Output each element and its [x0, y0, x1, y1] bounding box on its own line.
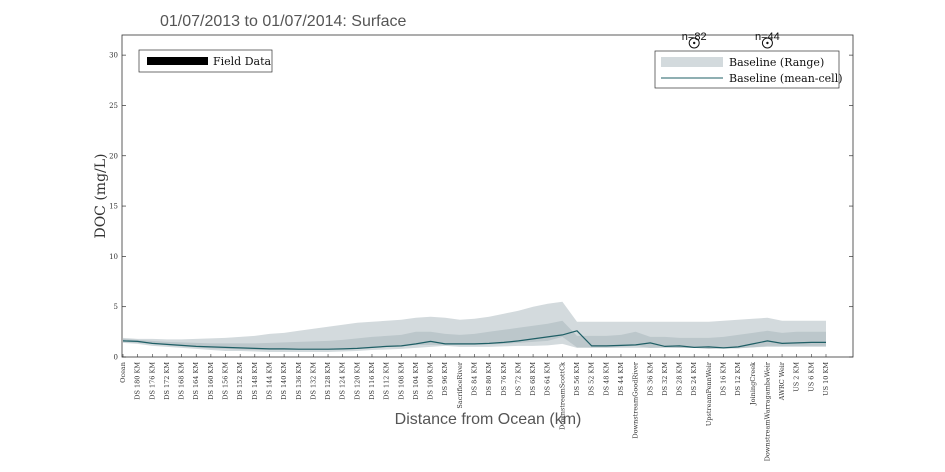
x-tick-label: DS 80 KM	[485, 362, 493, 396]
annotation-marker	[761, 37, 773, 49]
plot-area: 0 5 10 15 20 25 30 Ocean DS 180 KM DS 176 KM DS 1…	[109, 31, 854, 461]
x-tick-label: US 2 KM	[793, 362, 801, 392]
x-tick-label: DS 64 KM	[544, 362, 552, 396]
x-tick-label: DS 44 KM	[617, 362, 625, 396]
annotation-marker-dot	[766, 41, 769, 45]
x-tick-label: DS 160 KM	[207, 362, 215, 400]
chart-title: 01/07/2013 to 01/07/2014: Surface	[160, 13, 407, 30]
x-tick-label: DS 104 KM	[412, 362, 420, 400]
x-tick-label: DS 144 KM	[266, 362, 274, 400]
x-tick-label: Ocean	[119, 362, 127, 383]
x-tick-label: DS 48 KM	[602, 362, 610, 396]
y-axis-label: DOC (mg/L)	[93, 153, 109, 238]
y-tick-label: 20	[109, 152, 118, 160]
legend-field-swatch	[147, 57, 208, 65]
annotation-marker	[688, 37, 700, 49]
y-tick-label: 10	[109, 253, 118, 261]
x-tick-label: UpstreamPennWeir	[705, 361, 713, 426]
x-tick-label: DS 120 KM	[353, 362, 361, 400]
x-tick-label: DS 16 KM	[720, 362, 728, 396]
x-tick-label: DS 84 KM	[471, 362, 479, 396]
legend-range-label: Baseline (Range)	[729, 56, 824, 69]
x-tick-label: DS 28 KM	[676, 362, 684, 396]
legend-baseline[interactable]: Baseline (Range) Baseline (mean-cell)	[654, 50, 843, 89]
x-tick-label: SacrificeRiver	[456, 361, 464, 408]
x-tick-label: DS 152 KM	[236, 362, 244, 400]
x-tick-label: US 10 KM	[822, 362, 830, 396]
x-tick-label: DS 24 KM	[690, 362, 698, 396]
x-tick-label: DS 148 KM	[251, 362, 259, 400]
plot-frame	[121, 34, 854, 358]
x-tick-label: DS 36 KM	[646, 362, 654, 396]
y-tick-label: 15	[109, 203, 118, 211]
annotation-label: n=82	[682, 31, 707, 43]
x-axis: Ocean DS 180 KM DS 176 KM DS 172 KM DS 168 K…	[119, 354, 830, 461]
annotation-marker-dot	[692, 41, 696, 45]
x-tick-label: DS 172 KM	[163, 362, 171, 400]
x-tick-label: DS 176 KM	[148, 362, 156, 400]
x-tick-label: DS 132 KM	[309, 362, 317, 400]
x-tick-label: DownstreamWarragambaWeir	[763, 361, 771, 461]
x-tick-label: DS 136 KM	[295, 362, 303, 400]
x-tick-label: DS 68 KM	[529, 362, 537, 396]
x-tick-label: DS 180 KM	[134, 362, 142, 400]
legend-mean-label: Baseline (mean-cell)	[729, 72, 843, 85]
y-axis: 0 5 10 15 20 25 30	[109, 52, 853, 362]
x-axis-label: Distance from Ocean (km)	[395, 411, 582, 428]
x-tick-label: DS 112 KM	[383, 362, 391, 400]
x-tick-label: DownstreamGoodRiver	[632, 361, 640, 438]
x-tick-label: DS 116 KM	[368, 362, 376, 400]
x-tick-label: DS 72 KM	[514, 362, 522, 396]
x-tick-label: DS 156 KM	[222, 362, 230, 400]
x-tick-label: DS 96 KM	[441, 362, 449, 396]
x-tick-label: DS 56 KM	[573, 362, 581, 396]
y-tick-label: 25	[109, 102, 118, 110]
x-tick-label: US 6 KM	[807, 362, 815, 392]
x-tick-label: DS 52 KM	[588, 362, 596, 396]
x-tick-label: DS 164 KM	[192, 362, 200, 400]
x-tick-label: DownstreamScottCk	[558, 362, 566, 430]
legend-range-swatch	[661, 57, 723, 67]
x-tick-label: JoiningCreek	[749, 362, 757, 406]
annotation-label: n=44	[755, 31, 780, 43]
x-tick-label: DS 140 KM	[280, 362, 288, 400]
legend-field[interactable]: Field Data	[138, 49, 273, 73]
annotations: n=82 n=44	[682, 31, 780, 49]
legend-field-label: Field Data	[213, 55, 272, 68]
y-tick-label: 0	[114, 354, 118, 362]
x-tick-label: DS 100 KM	[427, 362, 435, 400]
x-tick-label: DS 12 KM	[734, 362, 742, 396]
x-tick-label: DS 32 KM	[661, 362, 669, 396]
x-tick-label: AWRC Weir	[778, 361, 786, 401]
y-tick-label: 30	[109, 52, 118, 60]
mean-line	[122, 330, 826, 350]
x-tick-label: DS 168 KM	[178, 362, 186, 400]
x-tick-label: DS 124 KM	[339, 362, 347, 400]
x-tick-label: DS 128 KM	[324, 362, 332, 400]
x-tick-label: DS 76 KM	[500, 362, 508, 396]
y-tick-label: 5	[114, 303, 118, 311]
x-tick-label: DS 108 KM	[397, 362, 405, 400]
mean-line-layer	[122, 330, 826, 350]
